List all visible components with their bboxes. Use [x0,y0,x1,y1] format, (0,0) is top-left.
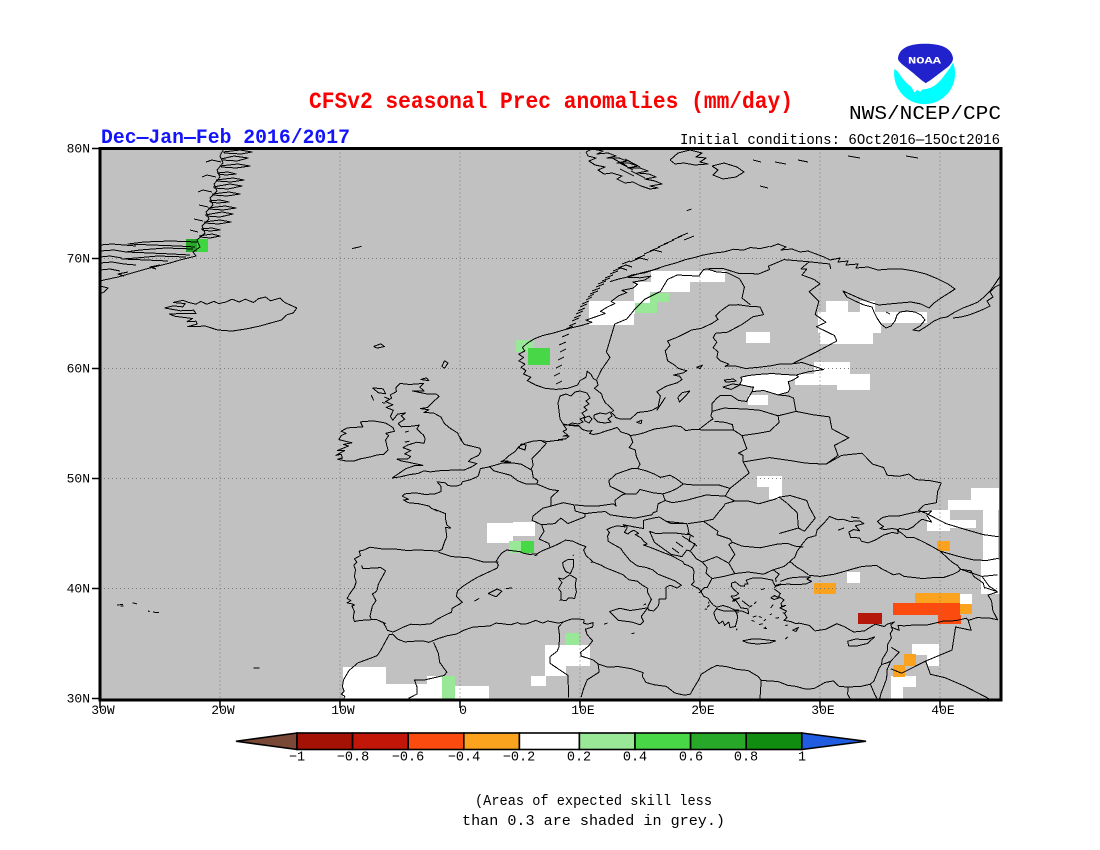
svg-text:50N: 50N [67,472,90,487]
svg-text:60N: 60N [67,362,90,377]
svg-text:0.8: 0.8 [734,751,758,766]
svg-text:NOAA: NOAA [908,57,941,68]
svg-text:Dec—Jan—Feb 2016/2017: Dec—Jan—Feb 2016/2017 [101,127,350,150]
svg-text:(Areas of expected skill less: (Areas of expected skill less [475,793,712,810]
svg-text:−0.4: −0.4 [448,751,480,766]
svg-text:0.2: 0.2 [567,751,591,766]
svg-text:0: 0 [459,703,467,718]
svg-text:CFSv2 seasonal Prec anomalies: CFSv2 seasonal Prec anomalies (mm/day) [309,89,793,115]
svg-text:0.4: 0.4 [623,751,647,766]
svg-text:1: 1 [798,751,806,766]
svg-text:70N: 70N [67,252,90,267]
svg-text:40N: 40N [67,582,90,597]
svg-text:0.6: 0.6 [679,751,703,766]
svg-text:−0.2: −0.2 [503,751,535,766]
svg-text:30W: 30W [91,703,115,718]
svg-text:−0.8: −0.8 [337,751,369,766]
svg-text:20E: 20E [691,703,715,718]
svg-text:10E: 10E [571,703,595,718]
svg-text:−0.6: −0.6 [392,751,424,766]
svg-text:NWS/NCEP/CPC: NWS/NCEP/CPC [849,103,1001,125]
svg-text:20W: 20W [211,703,235,718]
svg-text:−1: −1 [289,751,305,766]
svg-text:30N: 30N [67,692,90,707]
svg-text:40E: 40E [931,703,955,718]
svg-text:30E: 30E [811,703,835,718]
svg-text:Initial conditions: 6Oct2016—1: Initial conditions: 6Oct2016—15Oct2016 [680,132,1000,149]
svg-text:10W: 10W [331,703,355,718]
svg-text:than 0.3 are shaded in grey.): than 0.3 are shaded in grey.) [462,813,725,830]
svg-text:80N: 80N [67,142,90,157]
